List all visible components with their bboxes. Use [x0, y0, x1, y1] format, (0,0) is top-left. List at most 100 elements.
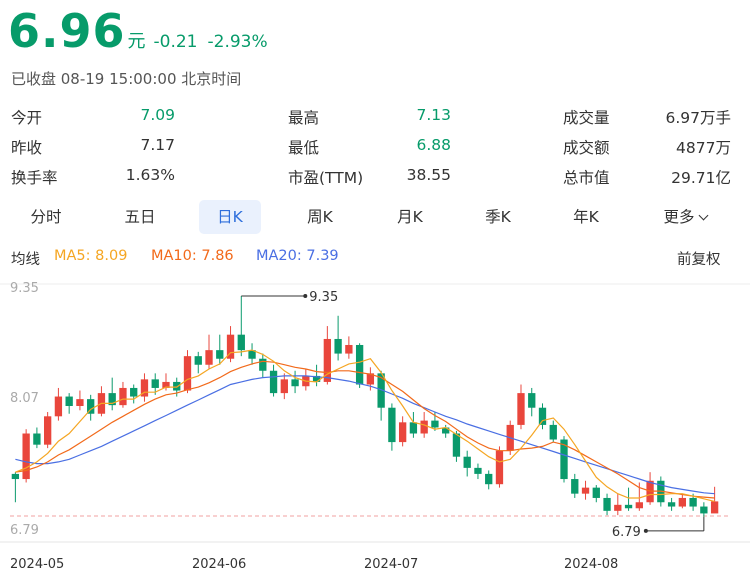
- candle-body: [463, 456, 471, 468]
- stat-value-turnover-rate: 1.63%: [125, 166, 175, 184]
- candle-body: [355, 344, 364, 385]
- candle-body: [22, 433, 30, 480]
- candle-body: [377, 373, 385, 408]
- candle-body: [603, 497, 611, 511]
- candle-body: [549, 424, 557, 440]
- candle-body: [87, 399, 95, 414]
- stat-label-turnover: 成交额: [563, 139, 610, 157]
- candle-body: [420, 420, 428, 434]
- stat-label-open: 今开: [11, 109, 43, 127]
- stat-value-turnover: 4877万: [676, 139, 731, 157]
- adjust-mode-button[interactable]: 前复权: [677, 252, 721, 268]
- ma20-legend: MA20: 7.39: [256, 248, 339, 264]
- candle-body: [452, 433, 461, 457]
- candle-body: [151, 379, 159, 388]
- current-price: 6.96: [8, 4, 126, 58]
- stat-value-market-cap: 29.71亿: [671, 169, 731, 187]
- candle-body: [678, 497, 687, 507]
- tab-daily-k[interactable]: 日K: [199, 200, 261, 234]
- stat-value-volume: 6.97万手: [665, 109, 731, 127]
- candle-body: [495, 450, 504, 485]
- candle-body: [571, 479, 579, 494]
- candle-body: [108, 393, 116, 406]
- stat-label-high: 最高: [288, 109, 320, 127]
- tab-five-day[interactable]: 五日: [124, 208, 156, 226]
- candle-body: [485, 473, 493, 485]
- stat-value-pe: 38.55: [406, 166, 451, 184]
- price-unit: 元: [127, 31, 146, 52]
- y-tick-label: 6.79: [10, 523, 39, 538]
- candle-body: [689, 497, 697, 507]
- moving-average-legend: 均线 MA5: 8.09 MA10: 7.86 MA20: 7.39 前复权: [11, 248, 731, 268]
- stat-label-pe: 市盈(TTM): [288, 169, 364, 187]
- candle-body: [259, 358, 267, 371]
- candle-body: [442, 427, 450, 434]
- x-tick-label: 2024-06: [192, 557, 246, 572]
- tab-yearly-k[interactable]: 年K: [573, 208, 599, 226]
- candle-body: [291, 379, 299, 387]
- candle-body: [345, 344, 353, 354]
- candle-body: [173, 381, 181, 391]
- x-tick-label: 2024-08: [564, 557, 618, 572]
- stats-row-3: 换手率 1.63% 市盈(TTM) 38.55 总市值 29.71亿: [11, 166, 741, 196]
- y-tick-label: 8.07: [10, 391, 39, 406]
- min-price-label: 6.79: [612, 525, 641, 540]
- candle-body: [33, 433, 41, 445]
- candle-body: [388, 407, 396, 443]
- price-header: 6.96 元 -0.21 -2.93%: [8, 4, 268, 62]
- candle-body: [216, 350, 224, 359]
- candle-body: [194, 356, 202, 365]
- candle-body: [700, 506, 708, 514]
- candle-body: [11, 473, 20, 480]
- candle-body: [130, 387, 138, 397]
- stat-value-high: 7.13: [416, 106, 451, 124]
- candle-body: [624, 504, 633, 509]
- stat-label-market-cap: 总市值: [563, 169, 610, 187]
- candle-body: [280, 379, 288, 394]
- candle-body: [162, 381, 170, 388]
- candle-body: [431, 420, 439, 428]
- price-change: -0.21: [153, 32, 198, 52]
- tab-monthly-k[interactable]: 月K: [397, 208, 423, 226]
- candle-body: [560, 439, 568, 480]
- candle-body: [334, 338, 342, 354]
- candle-body: [614, 504, 622, 511]
- stat-value-prev-close: 7.17: [140, 136, 175, 154]
- tab-more-label: 更多: [663, 208, 695, 226]
- tab-more[interactable]: 更多: [645, 200, 725, 234]
- candle-body: [205, 350, 213, 365]
- ma-title: 均线: [11, 252, 40, 268]
- y-tick-label: 9.35: [10, 281, 39, 296]
- candle-body: [474, 467, 482, 474]
- candle-body: [54, 396, 63, 417]
- ma10-line: [15, 360, 715, 499]
- max-price-marker-dot: [303, 294, 308, 298]
- candle-body: [269, 370, 278, 394]
- candle-body: [183, 356, 192, 391]
- candle-body: [226, 334, 235, 359]
- candle-body: [248, 350, 256, 359]
- candle-body: [140, 379, 149, 397]
- ma5-legend: MA5: 8.09: [54, 248, 128, 264]
- stat-label-turnover-rate: 换手率: [11, 169, 58, 187]
- stats-row-1: 今开 7.09 最高 7.13 成交量 6.97万手: [11, 106, 741, 136]
- candle-body: [538, 407, 547, 425]
- tab-intraday[interactable]: 分时: [30, 208, 62, 226]
- period-tabs: 分时 五日 日K 周K 月K 季K 年K 更多: [11, 200, 731, 234]
- candle-body: [581, 487, 590, 494]
- tab-weekly-k[interactable]: 周K: [307, 208, 333, 226]
- x-tick-label: 2024-05: [10, 557, 64, 572]
- stat-value-open: 7.09: [140, 106, 175, 124]
- candle-body: [398, 422, 407, 443]
- ma20-line: [15, 375, 715, 495]
- candle-body: [237, 334, 245, 351]
- price-change-percent: -2.93%: [207, 32, 268, 52]
- candle-body: [323, 338, 332, 382]
- tab-quarterly-k[interactable]: 季K: [485, 208, 511, 226]
- candle-body: [667, 502, 676, 507]
- candle-body: [43, 416, 52, 445]
- candle-body: [119, 387, 127, 406]
- candle-body: [710, 501, 719, 514]
- candle-body: [409, 422, 418, 434]
